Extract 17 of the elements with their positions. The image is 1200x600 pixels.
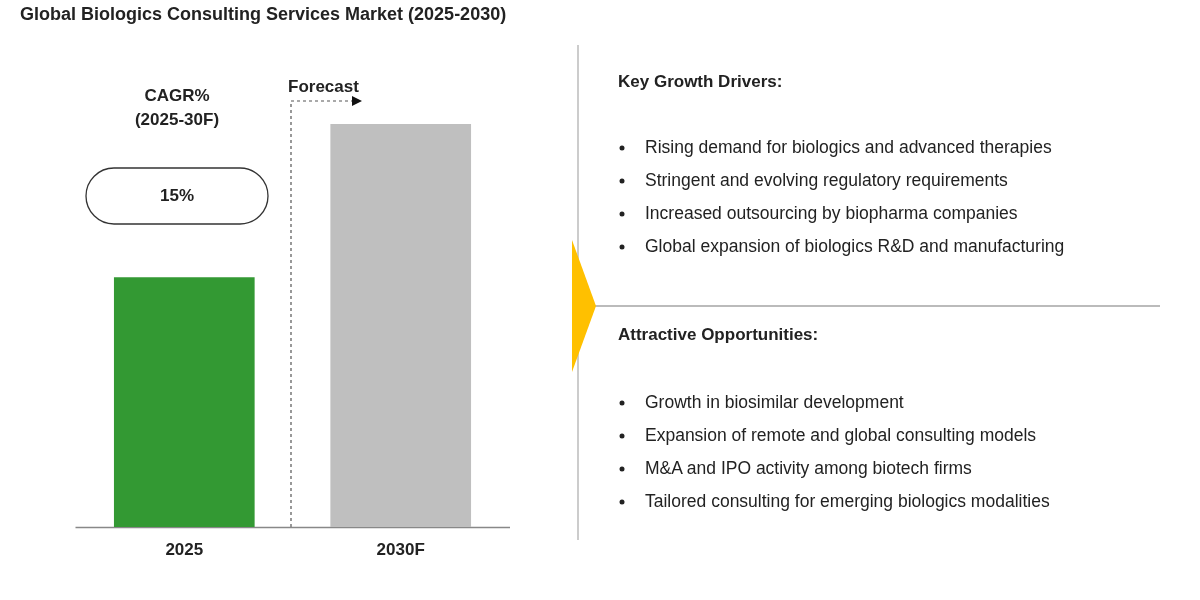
text: Increased outsourcing by biopharma companies [645,203,1018,224]
annotation: 15% [159,186,195,206]
text: Key Growth Drivers: [618,72,783,92]
text: Stringent and evolving regulatory requirements [645,170,1008,191]
x-tick-label: 2030F [376,539,425,559]
text: Attractive Opportunities: [618,325,819,345]
text: Tailored consulting for emerging biologics modalities [645,491,1050,512]
text: Growth in biosimilar development [645,392,904,413]
text: CAGR% [144,86,210,106]
text: Rising demand for biologics and advanced therapies [645,137,1052,158]
text: Forecast [288,77,359,97]
annotation: (2025-30F) [134,110,220,130]
text: Global expansion of biologics R&D and manufacturing [645,236,1065,257]
chart-title: Global Biologics Consulting Services Market (2025-2030) [20,4,507,25]
text: M&A and IPO activity among biotech firms [645,458,972,479]
text: Expansion of remote and global consulting models [645,425,1037,446]
x-tick-label: 2025 [165,539,204,559]
